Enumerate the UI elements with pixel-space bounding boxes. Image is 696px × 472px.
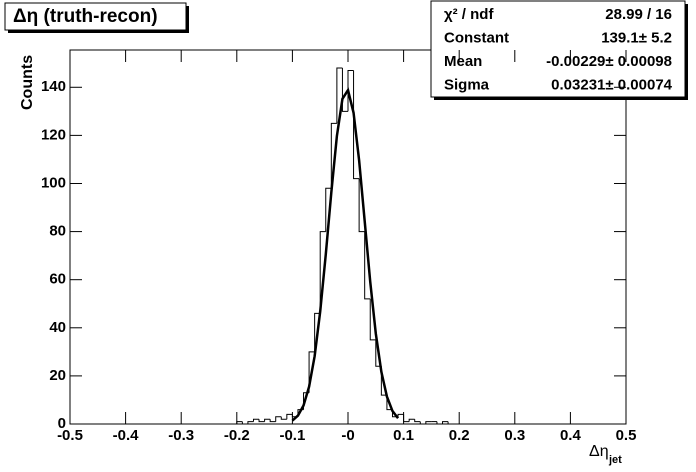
y-tick-label: 60 [49, 271, 66, 288]
histogram-bin [436, 421, 443, 425]
histogram-bin [408, 418, 415, 422]
histogram-bin [319, 231, 326, 314]
histogram-bin [247, 421, 254, 424]
histogram-bin [241, 421, 248, 425]
histogram-bin [275, 416, 282, 422]
histogram-bin [286, 413, 293, 420]
y-tick-label: 100 [41, 174, 66, 191]
title-shadow [8, 30, 189, 33]
x-tick-label: -0.5 [57, 427, 83, 444]
histogram-bin [280, 416, 287, 420]
chart-title: Δη (truth-recon) [13, 6, 158, 27]
stats-value: -0.00229± 0.00098 [546, 53, 672, 70]
y-tick-label: 0 [58, 415, 66, 432]
stats-frame [430, 0, 686, 98]
y-tick-label: 80 [49, 223, 66, 240]
histogram-bin [403, 414, 410, 423]
stats-label: Mean [444, 53, 482, 70]
histogram-bin [330, 122, 337, 189]
x-tick-label: 0.2 [449, 427, 470, 444]
stats-value: 0.03231± 0.00074 [551, 76, 673, 93]
x-axis-label-sub: jet [608, 454, 622, 466]
x-tick-label: 0.4 [560, 427, 582, 444]
stats-value: 28.99 / 16 [605, 6, 672, 23]
histogram-bin [258, 419, 265, 423]
histogram-bin [336, 67, 343, 124]
x-tick-label: -0.2 [224, 427, 250, 444]
x-tick-label: -0.1 [279, 427, 305, 444]
stats-shadow [434, 97, 688, 100]
histogram-bin [369, 298, 376, 341]
histogram-bin [442, 421, 449, 424]
histogram-bin [236, 421, 243, 424]
title-box [4, 2, 187, 31]
stats-label: Sigma [444, 76, 490, 93]
x-tick-label: -0 [341, 427, 354, 444]
histogram-bin [325, 187, 332, 232]
histogram-bin [447, 421, 454, 425]
x-tick-label: 0.3 [504, 427, 525, 444]
y-axis-label: Counts [19, 55, 36, 110]
stats-box [430, 0, 688, 100]
x-tick-label: 0.1 [393, 427, 414, 444]
histogram-bin [397, 413, 404, 417]
fit-curve [291, 87, 400, 422]
histogram-bin [314, 312, 321, 352]
histogram-bin [364, 231, 371, 300]
y-tick-label: 140 [41, 78, 66, 95]
histogram-bin [419, 421, 426, 425]
x-axis-label: Δη [589, 443, 609, 460]
histogram-bin [252, 418, 260, 422]
y-tick-label: 120 [41, 126, 66, 143]
x-tick-label: -0.3 [168, 427, 194, 444]
histogram-bin [308, 351, 315, 393]
stats-label: χ² / ndf [444, 6, 494, 23]
histogram-bin [264, 418, 271, 422]
x-tick-label: 0.5 [616, 427, 637, 444]
histogram-bin [358, 178, 365, 233]
y-tick-label: 20 [49, 367, 66, 384]
stats-shadow [685, 4, 688, 100]
histogram-bin [414, 419, 421, 423]
title-shadow [186, 6, 189, 33]
histogram-bin [269, 419, 276, 423]
histogram-bin [425, 421, 432, 424]
histogram-bin [341, 68, 348, 112]
stats-label: Constant [444, 29, 509, 46]
x-tick-label: -0.4 [113, 427, 140, 444]
histogram-bin [347, 69, 354, 112]
stats-value: 139.1± 5.2 [601, 29, 672, 46]
histogram-bin [353, 70, 360, 180]
y-tick-label: 40 [49, 319, 66, 336]
